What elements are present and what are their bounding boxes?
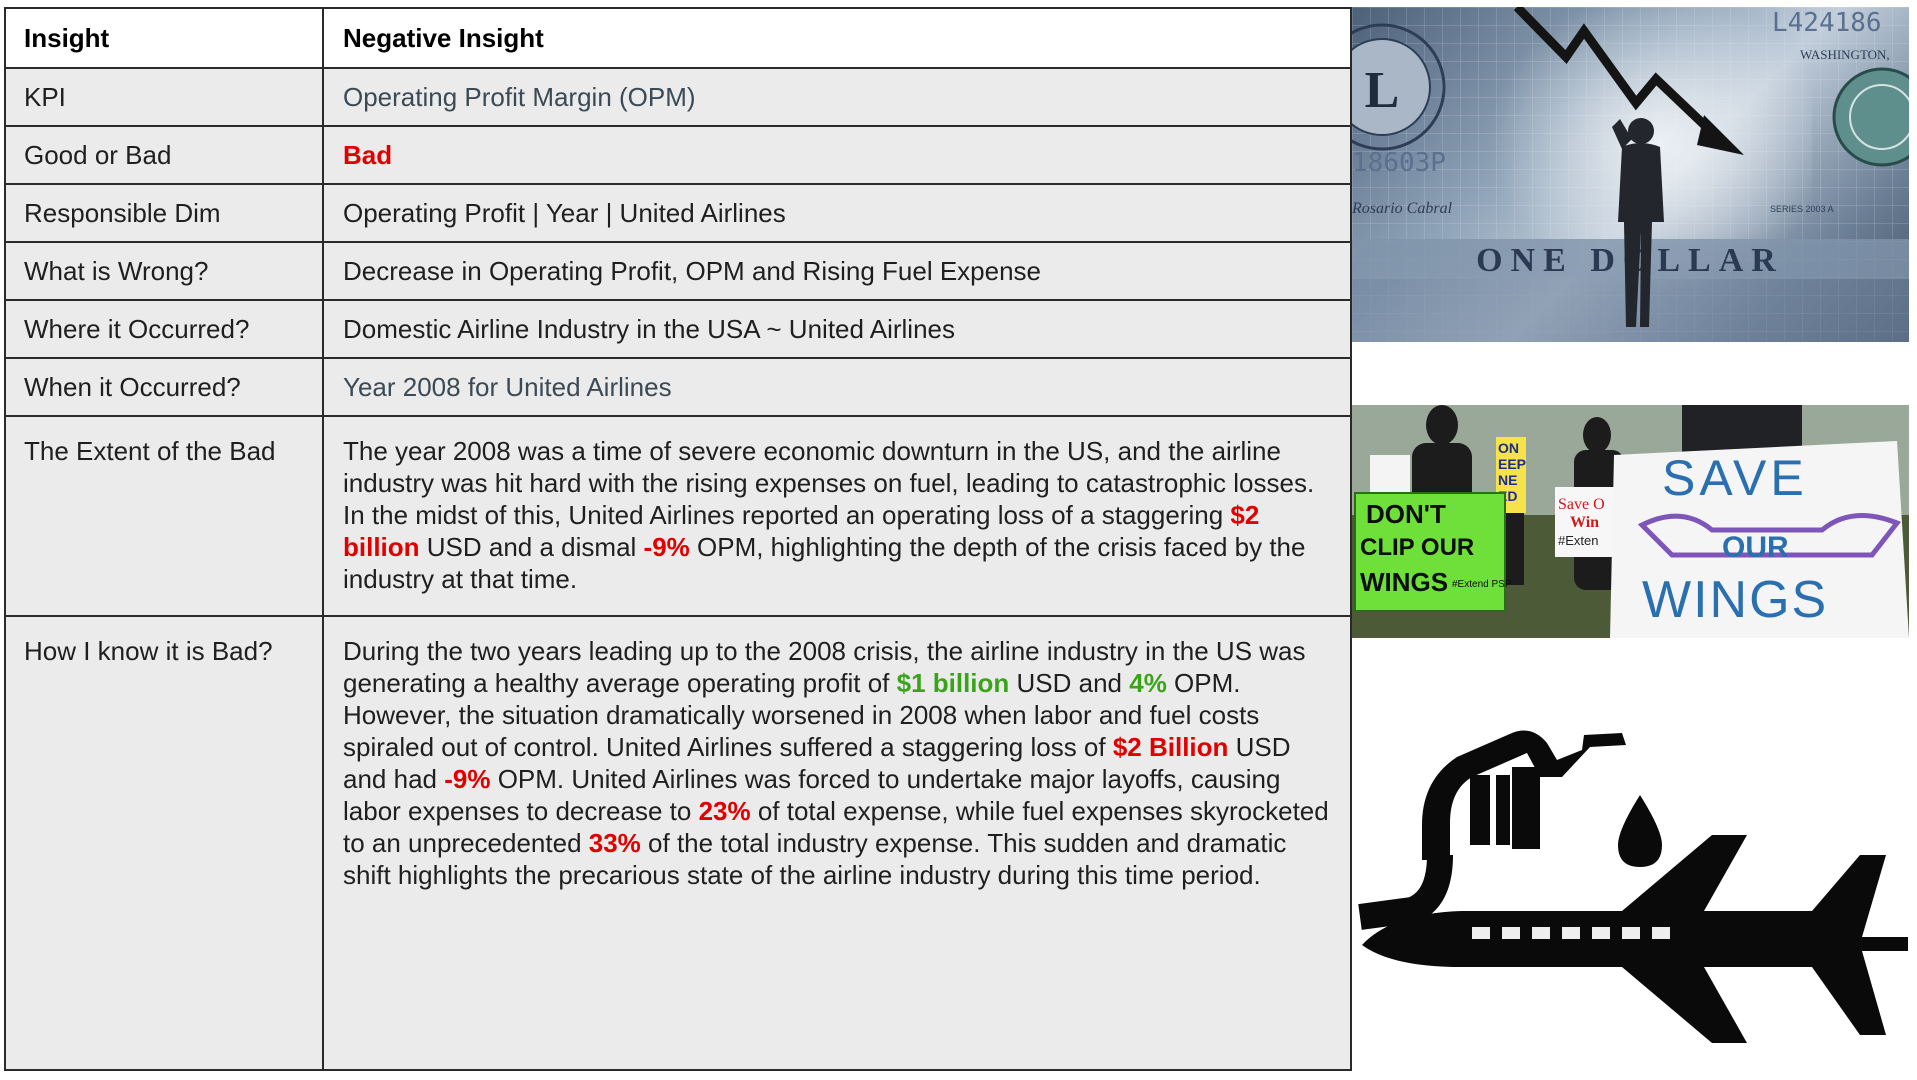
row-label-extent: The Extent of the Bad: [6, 417, 324, 615]
header-insight: Insight: [6, 9, 324, 67]
header-negative-insight: Negative Insight: [343, 22, 544, 53]
series-text: SERIES 2003 A: [1770, 204, 1834, 214]
save-our-wings-protest-image: ON EEP NE ED DON'T CLIP OUR WINGS #Exten…: [1352, 405, 1909, 638]
table-row-responsible-dim: Responsible Dim Operating Profit | Year …: [6, 185, 1350, 243]
row-value-extent: The year 2008 was a time of severe econo…: [343, 436, 1315, 594]
svg-text:EEP: EEP: [1498, 456, 1526, 472]
green-sign: DON'T CLIP OUR WINGS #Extend PSP: [1354, 492, 1512, 612]
row-value-responsible-dim: Operating Profit | Year | United Airline…: [343, 197, 786, 228]
row-label-where: Where it Occurred?: [6, 301, 324, 357]
svg-text:CLIP OUR: CLIP OUR: [1360, 534, 1474, 561]
table-row-what-is-wrong: What is Wrong? Decrease in Operating Pro…: [6, 243, 1350, 301]
row-label-good-or-bad: Good or Bad: [6, 127, 324, 183]
fuel-nozzle-airplane-icon: [1358, 730, 1908, 1043]
svg-text:#Exten: #Exten: [1558, 533, 1598, 548]
table-row-good-or-bad: Good or Bad Bad: [6, 127, 1350, 185]
svg-text:WINGS: WINGS: [1642, 571, 1828, 629]
fuel-airplane-icon: [1352, 705, 1909, 1050]
small-white-sign: Save O Win #Exten: [1555, 487, 1617, 557]
highlight-opm-4: 4%: [1129, 668, 1167, 698]
row-label-kpi: KPI: [6, 69, 324, 125]
row-label-when: When it Occurred?: [6, 359, 324, 415]
row-label-responsible-dim: Responsible Dim: [6, 185, 324, 241]
falling-dollar-illustration: L L424186 WASHINGTON, 18603P SERIES 2003…: [1352, 7, 1909, 342]
table-row-extent: The Extent of the Bad The year 2008 was …: [6, 417, 1350, 617]
serial-top: L424186: [1772, 8, 1882, 38]
insight-table: Insight Negative Insight KPI Operating P…: [4, 7, 1352, 1071]
table-row-how-i-know: How I know it is Bad? During the two yea…: [6, 617, 1350, 1069]
row-value-good-or-bad: Bad: [343, 139, 393, 170]
svg-text:Rosario Cabral: Rosario Cabral: [1352, 200, 1453, 217]
city-text: WASHINGTON,: [1800, 47, 1890, 62]
highlight-loss-2b-cap: $2 Billion: [1112, 732, 1229, 762]
table-row-kpi: KPI Operating Profit Margin (OPM): [6, 69, 1350, 127]
table-row-when: When it Occurred? Year 2008 for United A…: [6, 359, 1350, 417]
svg-text:NE: NE: [1498, 472, 1517, 488]
table-header-row: Insight Negative Insight: [6, 9, 1350, 69]
row-value-what-is-wrong: Decrease in Operating Profit, OPM and Ri…: [343, 255, 1042, 286]
svg-text:Win: Win: [1570, 514, 1599, 531]
svg-text:OUR: OUR: [1722, 531, 1789, 564]
row-label-what-is-wrong: What is Wrong?: [6, 243, 324, 299]
seal-letter: L: [1365, 62, 1400, 119]
row-label-how-i-know: How I know it is Bad?: [6, 617, 324, 1069]
svg-text:SAVE: SAVE: [1662, 450, 1808, 506]
table-row-where: Where it Occurred? Domestic Airline Indu…: [6, 301, 1350, 359]
highlight-profit-1b: $1 billion: [896, 668, 1010, 698]
row-value-kpi: Operating Profit Margin (OPM): [343, 81, 696, 112]
save-our-wings-sign: SAVE OUR WINGS: [1610, 441, 1909, 638]
row-value-where: Domestic Airline Industry in the USA ~ U…: [343, 313, 956, 344]
falling-dollar-image: L L424186 WASHINGTON, 18603P SERIES 2003…: [1352, 7, 1909, 342]
highlight-opm-neg9-b: -9%: [444, 764, 491, 794]
svg-text:DON'T: DON'T: [1366, 499, 1446, 529]
protest-illustration: ON EEP NE ED DON'T CLIP OUR WINGS #Exten…: [1352, 405, 1909, 638]
highlight-labor-23: 23%: [698, 796, 751, 826]
highlight-loss-2b: $2 billion: [343, 500, 1260, 562]
highlight-fuel-33: 33%: [588, 828, 641, 858]
row-value-when: Year 2008 for United Airlines: [343, 371, 672, 402]
serial-left: 18603P: [1352, 148, 1446, 178]
svg-text:WINGS: WINGS: [1360, 567, 1448, 597]
row-value-how-i-know: During the two years leading up to the 2…: [343, 636, 1329, 890]
svg-text:#Extend PSP: #Extend PSP: [1452, 579, 1512, 590]
svg-text:Save O: Save O: [1558, 496, 1605, 513]
highlight-opm-neg9: -9%: [643, 532, 690, 562]
businessman-figure: [1612, 118, 1664, 327]
svg-text:ON: ON: [1498, 440, 1519, 456]
